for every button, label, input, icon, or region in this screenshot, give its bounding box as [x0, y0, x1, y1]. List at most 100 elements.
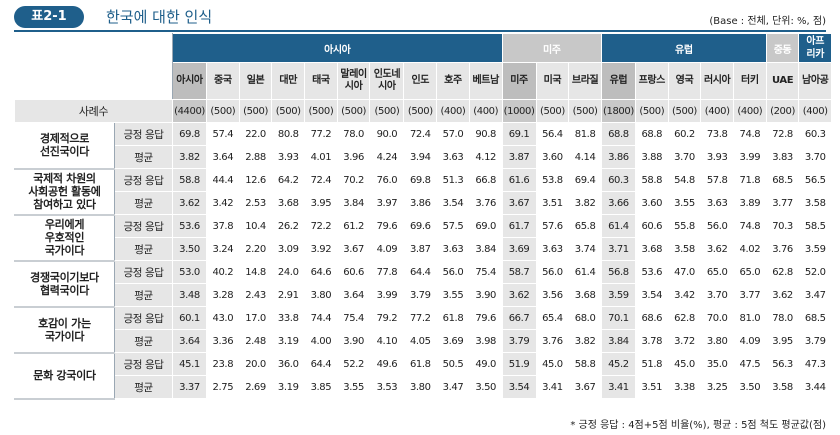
value-cell: 3.60: [634, 191, 669, 215]
country-header: 인도: [403, 62, 438, 100]
value-cell: 14.8: [238, 260, 273, 284]
value-cell: 3.83: [765, 145, 800, 169]
sample-size-cell: (500): [535, 99, 570, 123]
value-cell: 65.4: [535, 306, 570, 330]
value-cell: 76.0: [369, 168, 405, 192]
corner-blank: [14, 33, 173, 100]
value-cell: 3.59: [600, 283, 636, 307]
sample-size-label: 사례수: [14, 99, 173, 123]
value-cell: 3.64: [172, 329, 207, 353]
value-cell: 4.02: [733, 237, 767, 261]
value-cell: 74.4: [304, 306, 338, 330]
country-header: 미주: [501, 62, 537, 100]
value-cell: 3.67: [336, 237, 371, 261]
value-cell: 2.20: [238, 237, 273, 261]
group-header: 중동: [765, 33, 800, 63]
sample-size-cell: (500): [238, 99, 273, 123]
value-cell: 3.59: [798, 237, 833, 261]
value-cell: 68.8: [634, 122, 669, 146]
value-cell: 3.42: [667, 283, 702, 307]
value-cell: 79.2: [369, 306, 405, 330]
value-cell: 3.76: [468, 191, 503, 215]
metric-label: 긍정 응답: [114, 168, 173, 192]
value-cell: 3.38: [667, 375, 702, 399]
value-cell: 3.92: [304, 237, 338, 261]
country-header: 일본: [238, 62, 273, 100]
country-header: 브라질: [568, 62, 602, 100]
metric-label: 평균: [114, 145, 173, 169]
value-cell: 60.6: [336, 260, 371, 284]
value-cell: 10.4: [238, 214, 273, 238]
value-cell: 3.98: [468, 329, 503, 353]
value-cell: 26.2: [271, 214, 306, 238]
value-cell: 80.8: [271, 122, 306, 146]
sample-size-cell: (500): [369, 99, 405, 123]
table-row: 평균 3.37 2.75 2.69 3.19 3.85 3.55 3.53 3.80 3.47 3.…: [15, 375, 833, 399]
value-cell: 58.8: [568, 352, 602, 376]
value-cell: 58.7: [501, 260, 537, 284]
value-cell: 4.09: [733, 329, 767, 353]
value-cell: 2.91: [271, 283, 306, 307]
value-cell: 3.99: [733, 145, 767, 169]
value-cell: 3.76: [535, 329, 570, 353]
value-cell: 3.90: [336, 329, 371, 353]
value-cell: 75.4: [468, 260, 503, 284]
value-cell: 45.0: [667, 352, 702, 376]
value-cell: 3.47: [798, 283, 833, 307]
value-cell: 3.77: [733, 283, 767, 307]
value-cell: 3.58: [667, 237, 702, 261]
value-cell: 3.72: [667, 329, 702, 353]
value-cell: 3.42: [206, 191, 240, 215]
value-cell: 57.8: [700, 168, 734, 192]
metric-label: 긍정 응답: [114, 306, 173, 330]
value-cell: 56.4: [535, 122, 570, 146]
sample-size-cell: (500): [336, 99, 371, 123]
sample-size-cell: (200): [765, 99, 800, 123]
value-cell: 57.5: [436, 214, 470, 238]
value-cell: 77.2: [403, 306, 438, 330]
value-cell: 3.56: [535, 283, 570, 307]
value-cell: 61.2: [336, 214, 371, 238]
sample-size-cell: (500): [634, 99, 669, 123]
value-cell: 3.85: [304, 375, 338, 399]
value-cell: 72.4: [403, 122, 438, 146]
value-cell: 52.2: [336, 352, 371, 376]
value-cell: 4.12: [468, 145, 503, 169]
value-cell: 81.8: [568, 122, 602, 146]
value-cell: 3.64: [336, 283, 371, 307]
table-row: 평균 3.82 3.64 2.88 3.93 4.01 3.96 4.24 3.94 3.63 4.…: [15, 145, 833, 169]
value-cell: 70.1: [600, 306, 636, 330]
table-row: 경쟁국이기보다 협력국이다 긍정 응답 53.0 40.2 14.8 24.0 64.6 60…: [14, 260, 833, 308]
value-cell: 3.82: [568, 191, 602, 215]
value-cell: 3.51: [634, 375, 669, 399]
value-cell: 55.8: [667, 214, 702, 238]
value-cell: 3.95: [765, 329, 800, 353]
sample-size-cell: (500): [304, 99, 338, 123]
sample-size-cell: (500): [667, 99, 702, 123]
value-cell: 3.97: [369, 191, 405, 215]
country-header: 인도네 시아: [369, 62, 405, 100]
value-cell: 68.8: [600, 122, 636, 146]
value-cell: 47.3: [798, 352, 833, 376]
value-cell: 52.0: [798, 260, 833, 284]
value-cell: 12.6: [238, 168, 273, 192]
value-cell: 56.0: [535, 260, 570, 284]
value-cell: 58.5: [798, 214, 833, 238]
value-cell: 51.8: [634, 352, 669, 376]
value-cell: 3.28: [206, 283, 240, 307]
value-cell: 53.6: [634, 260, 669, 284]
value-cell: 3.25: [700, 375, 734, 399]
value-cell: 51.3: [436, 168, 470, 192]
sample-size-cell: (400): [798, 99, 833, 123]
value-cell: 75.4: [336, 306, 371, 330]
value-cell: 3.62: [700, 237, 734, 261]
value-cell: 61.8: [403, 352, 438, 376]
value-cell: 3.64: [206, 145, 240, 169]
value-cell: 3.62: [501, 283, 537, 307]
value-cell: 72.4: [304, 168, 338, 192]
value-cell: 37.8: [206, 214, 240, 238]
value-cell: 3.58: [798, 191, 833, 215]
value-cell: 72.2: [304, 214, 338, 238]
value-cell: 4.00: [304, 329, 338, 353]
sample-size-cell: (500): [271, 99, 306, 123]
